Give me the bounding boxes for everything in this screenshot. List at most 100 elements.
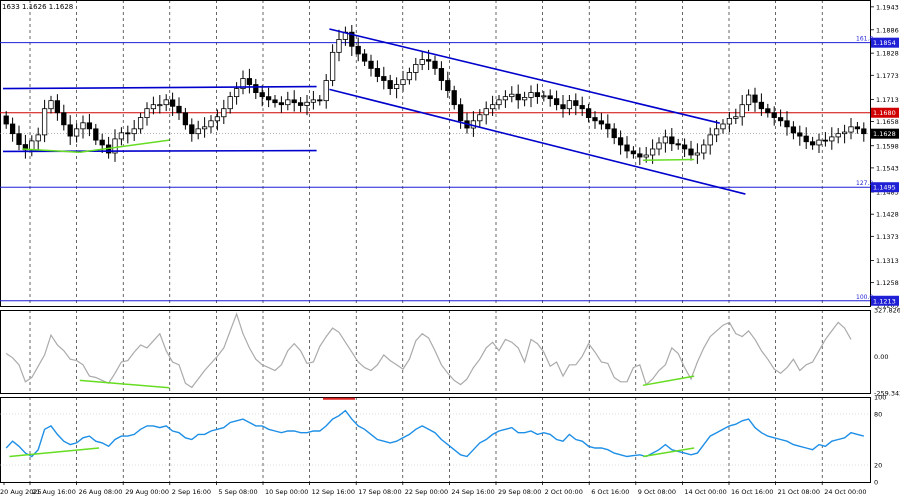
price-tick-label: 1.1943 (876, 3, 899, 11)
candle-body (662, 136, 669, 144)
candle-body (297, 102, 304, 106)
candle-body (861, 128, 867, 135)
candle-body (566, 100, 573, 110)
level-badge-label: 1.1213 (873, 297, 896, 305)
candle-body (733, 116, 739, 119)
candle-body (406, 72, 413, 81)
candle-body (137, 117, 144, 130)
level-badge (871, 37, 899, 48)
candle-body (265, 96, 272, 101)
rsi-line (5, 409, 864, 458)
candle-body (489, 104, 496, 110)
candle-body (387, 80, 393, 89)
candle-body (182, 112, 189, 126)
candle-body (425, 59, 432, 62)
candle-body (560, 104, 566, 110)
candle-body (432, 60, 438, 69)
candle-body (726, 117, 733, 125)
price-axis: 1.1943 1.1886 1.1828 1.1773 1.1713 1.1658 1.15… (870, 3, 899, 309)
candle-body (643, 154, 649, 158)
divergence-line (79, 379, 170, 389)
candle-body (553, 98, 560, 106)
candle-body (605, 123, 611, 130)
candle-body (361, 53, 368, 62)
candle-body (86, 122, 93, 130)
candle-body (803, 135, 809, 143)
divergence-line (22, 148, 80, 153)
rsi-tick-label: 20 (874, 462, 882, 470)
candle-body (745, 94, 752, 106)
candle-body (349, 31, 355, 47)
candle-body (413, 64, 419, 73)
ohlc-header: 1633 1.1626 1.1628 (2, 3, 73, 11)
candle-body (112, 138, 118, 154)
candle-body (483, 108, 489, 116)
candle-body (67, 124, 73, 137)
candle-body (189, 124, 195, 135)
last-price-badge (871, 128, 899, 139)
candle-body (701, 144, 707, 154)
x-tick-label: 24 Oct 00:00 (824, 488, 866, 496)
candle-body (784, 120, 790, 128)
divergence-line (642, 375, 695, 387)
price-panel-frame (0, 0, 871, 307)
candle-body (681, 144, 688, 150)
candle-body (688, 148, 694, 156)
price-tick-label: 1.1428 (876, 211, 899, 219)
candle-body (80, 122, 86, 130)
x-tick-label: 6 Oct 16:00 (591, 488, 629, 496)
divergence-line (642, 447, 695, 458)
channel-line (329, 28, 720, 124)
rsi-tick-label: 0 (874, 479, 878, 487)
candle-body (771, 112, 777, 118)
candle-body (317, 99, 323, 102)
candle-body (144, 108, 150, 118)
candle-body (835, 133, 841, 138)
candle-body (649, 148, 656, 156)
candle-body (547, 95, 553, 100)
candle-body (624, 144, 630, 152)
candle-body (579, 105, 585, 110)
divergence-line (79, 139, 170, 153)
x-tick-label: 29 Aug 00:00 (125, 488, 169, 496)
candle-body (790, 126, 797, 134)
candle-body (163, 99, 169, 106)
candle-body (502, 96, 509, 101)
price-tick-label: 1.1886 (876, 26, 899, 34)
candle-body (457, 104, 464, 122)
candle-body (669, 136, 675, 145)
candle-body (157, 104, 163, 107)
candle-body (496, 99, 502, 106)
candle-body (381, 76, 387, 81)
candle-body (54, 100, 61, 114)
price-tick-label: 1.1828 (876, 50, 899, 58)
candle-body (35, 134, 41, 142)
candle-body (797, 132, 803, 137)
candle-body (208, 120, 214, 128)
candle-body (528, 92, 534, 98)
candle-body (752, 94, 758, 103)
last-price-label: 1.1628 (873, 130, 896, 138)
candle-body (438, 68, 445, 81)
candle-body (41, 108, 48, 136)
candle-body (854, 126, 861, 130)
candle-body (393, 84, 400, 89)
x-tick-label: 16 Oct 16:00 (731, 488, 773, 496)
candle-body (9, 123, 16, 135)
candle-body (573, 100, 579, 106)
candle-body (809, 141, 816, 146)
candle-body (125, 132, 131, 135)
candle-body (310, 99, 317, 103)
level-badge (871, 295, 899, 306)
candle-body (118, 132, 125, 140)
x-tick-label: 17 Sep 08:00 (358, 488, 401, 496)
candle-body (822, 139, 829, 142)
x-tick-label: 22 Sep 00:00 (405, 488, 448, 496)
candle-body (16, 133, 22, 145)
price-tick-label: 1.1773 (876, 72, 899, 80)
cci-tick-label: 327.826 (874, 307, 900, 315)
price-tick-label: 1.1658 (876, 118, 899, 126)
candle-body (227, 96, 233, 110)
